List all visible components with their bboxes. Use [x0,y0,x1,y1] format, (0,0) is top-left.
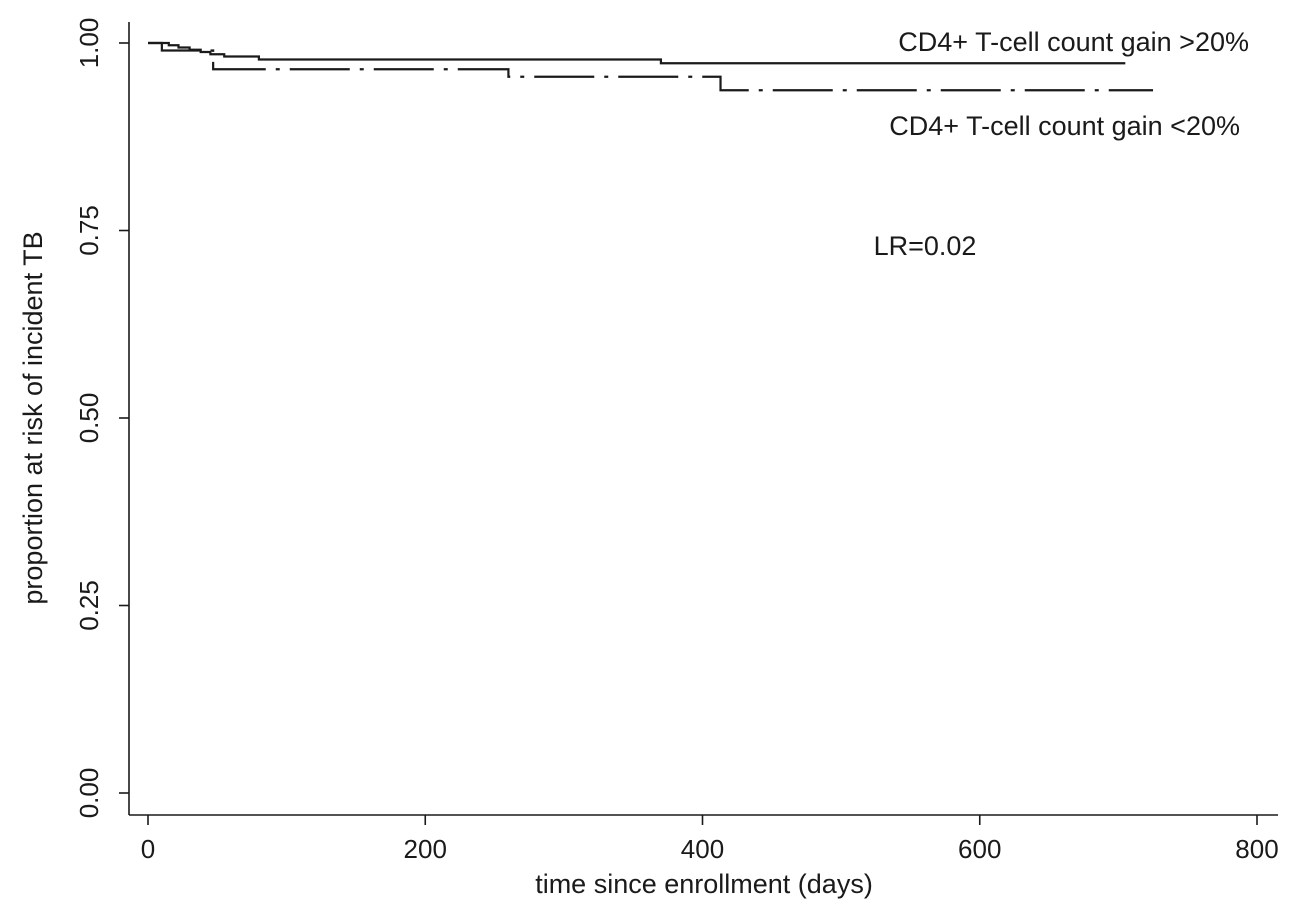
series-lines [148,41,1154,92]
y-tick-label: 0.00 [74,768,104,819]
y-tick-label: 1.00 [74,18,104,69]
lr-annotation: LR=0.02 [874,231,977,261]
series-line-gain-below-20 [148,41,1154,92]
series-label-gain-above: CD4+ T-cell count gain >20% [898,27,1249,57]
x-axis-ticks: 0 200 400 600 800 [141,815,1279,864]
series-line-gain-above-20 [148,41,1126,65]
y-tick-label: 0.50 [74,393,104,444]
y-tick-label: 0.75 [74,205,104,256]
x-tick-label: 400 [681,834,724,864]
y-axis-ticks: 0.00 0.25 0.50 0.75 1.00 [74,18,129,819]
series-label-gain-below: CD4+ T-cell count gain <20% [889,111,1240,141]
x-tick-label: 200 [404,834,447,864]
x-tick-label: 0 [141,834,155,864]
x-tick-label: 600 [958,834,1001,864]
x-tick-label: 800 [1235,834,1278,864]
y-tick-label: 0.25 [74,580,104,631]
y-axis-title: proportion at risk of incident TB [18,231,48,604]
x-axis-title: time since enrollment (days) [535,869,873,899]
